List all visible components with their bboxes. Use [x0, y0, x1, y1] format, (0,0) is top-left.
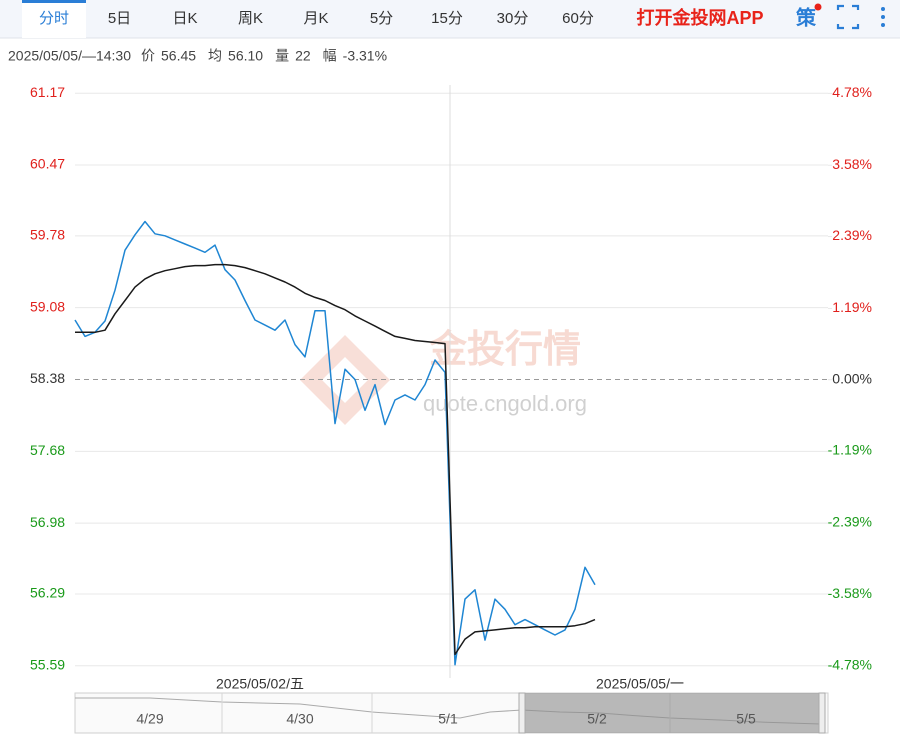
tab[interactable]: 15分	[431, 10, 463, 27]
y2-tick-label: 0.00%	[832, 370, 872, 386]
navigator-label: 4/29	[136, 711, 163, 727]
info-value: 22	[295, 48, 311, 64]
session-label: 2025/05/05/一	[596, 676, 684, 692]
y2-tick-label: 3.58%	[832, 156, 872, 172]
navigator-label: 4/30	[286, 711, 313, 727]
plot: 61.17 4.78% 60.47 3.58% 59.78 2.39% 59.08 1.19%…	[30, 84, 872, 692]
tab[interactable]: 5日	[108, 10, 131, 27]
navigator-handle[interactable]	[518, 692, 526, 734]
navigator-label: 5/2	[587, 711, 607, 727]
toolbar	[0, 0, 900, 38]
y2-tick-label: 2.39%	[832, 227, 872, 243]
y2-tick-label: -2.39%	[828, 514, 872, 530]
info-label: 价	[141, 48, 155, 64]
y2-tick-label: 4.78%	[832, 84, 872, 100]
series-line	[74, 220, 596, 666]
menu-icon[interactable]	[881, 7, 885, 27]
fullscreen-icon[interactable]	[836, 4, 860, 30]
navigator: 4/29 4/30 5/1 5/2 5/5	[74, 692, 829, 734]
y2-tick-label: -1.19%	[828, 442, 872, 458]
info-time: 2025/05/05/—14:30	[8, 48, 131, 64]
y2-tick-label: -3.58%	[828, 585, 872, 601]
y-tick-label: 61.17	[30, 84, 65, 100]
info-label: 量	[275, 48, 289, 64]
tab-bar: 分时 5日 日K 周K 月K 5分 15分 30分 60分	[22, 0, 594, 38]
y-tick-label: 57.68	[30, 442, 65, 458]
navigator-label: 5/1	[438, 711, 458, 727]
y2-tick-label: -4.78%	[828, 657, 872, 673]
y-tick-label: 56.98	[30, 514, 65, 530]
info-value: 56.45	[161, 48, 196, 64]
session-label: 2025/05/02/五	[216, 676, 304, 692]
series-line	[75, 263, 596, 656]
tab[interactable]: 5分	[370, 10, 393, 27]
y-tick-label: 60.47	[30, 156, 65, 172]
y-tick-label: 59.78	[30, 227, 65, 243]
badge	[814, 3, 822, 11]
tab[interactable]: 60分	[562, 10, 594, 27]
y-tick-label: 55.59	[30, 656, 65, 672]
info-label: 均	[208, 48, 222, 64]
info-value: 56.10	[228, 48, 263, 64]
y-tick-label: 58.38	[30, 370, 65, 386]
tab-active-bar	[22, 0, 86, 3]
tab[interactable]: 月K	[303, 10, 328, 27]
tab[interactable]: 周K	[238, 10, 263, 27]
strategy-icon[interactable]: 策	[796, 5, 817, 29]
tab[interactable]: 分时	[39, 10, 69, 27]
info-label: 幅	[323, 48, 337, 64]
watermark-title: 金投行情	[428, 328, 581, 371]
navigator-handle[interactable]	[818, 692, 826, 734]
info-line: 2025/05/05/—14:30 价 56.45 均 56.10 量 22 幅 -3.31%	[8, 48, 387, 64]
y-tick-label: 56.29	[30, 585, 65, 601]
navigator-label: 5/5	[736, 711, 756, 727]
info-value: -3.31%	[343, 48, 387, 64]
tab[interactable]: 30分	[497, 10, 529, 27]
tab[interactable]: 日K	[172, 10, 197, 27]
navigator-window[interactable]	[522, 693, 820, 733]
y-tick-label: 59.08	[30, 298, 65, 314]
watermark	[300, 335, 390, 425]
app-link[interactable]: 打开金投网APP	[636, 7, 763, 28]
y2-tick-label: 1.19%	[832, 299, 872, 315]
tab-active-bg	[22, 0, 86, 38]
